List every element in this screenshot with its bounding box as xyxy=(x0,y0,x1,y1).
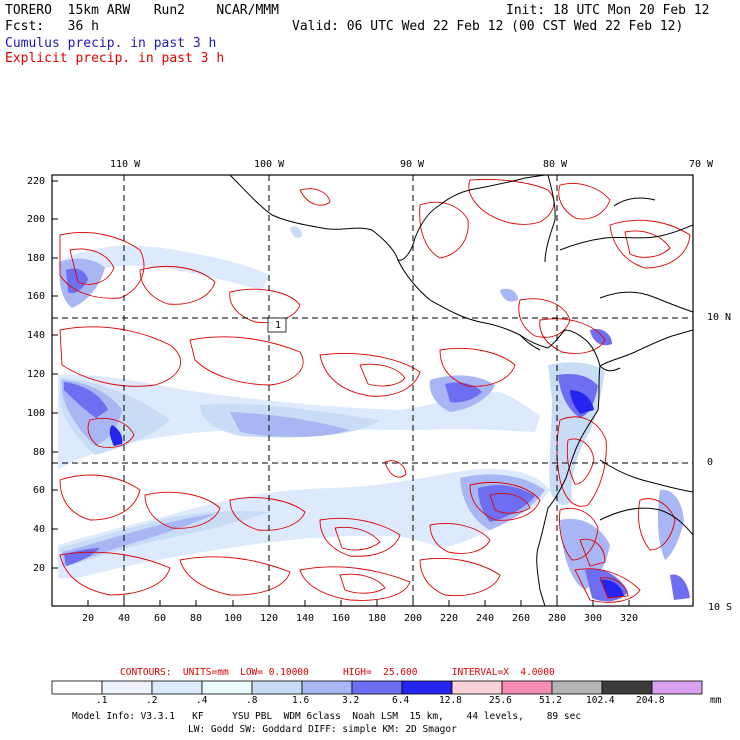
colorbar-box-12 xyxy=(601,680,653,695)
y-tick-80: 80 xyxy=(33,447,46,458)
colorbar-label-0.2: .2 xyxy=(146,695,158,706)
explicit-precip-contours xyxy=(59,179,691,603)
lat-label-0: 0 xyxy=(707,457,714,468)
colorbar-label-1.6: 1.6 xyxy=(292,695,310,706)
x-tick-260: 260 xyxy=(512,613,531,624)
x-tick-220: 220 xyxy=(440,613,459,624)
colorbar-label-6.4: 6.4 xyxy=(392,695,410,706)
y-tick-40: 40 xyxy=(33,524,46,535)
legend-cumulus: Cumulus precip. in past 3 h xyxy=(5,36,217,51)
lon-label-110w: 110 W xyxy=(110,159,141,170)
coastlines xyxy=(229,175,693,606)
colorbar-label-25.6: 25.6 xyxy=(489,695,512,706)
x-tick-320: 320 xyxy=(620,613,639,624)
colorbar-label-51.2: 51.2 xyxy=(539,695,562,706)
colorbar-box-5 xyxy=(251,680,303,695)
colorbar-box-7 xyxy=(351,680,403,695)
contour-label: 1 xyxy=(275,320,282,331)
lon-label-100w: 100 W xyxy=(254,159,285,170)
colorbar-box-1 xyxy=(51,680,103,695)
x-tick-80: 80 xyxy=(190,613,203,624)
map-frame xyxy=(51,174,694,607)
colorbar-box-13 xyxy=(651,680,703,695)
x-tick-140: 140 xyxy=(296,613,315,624)
x-tick-40: 40 xyxy=(118,613,131,624)
colorbar-label-12.8: 12.8 xyxy=(439,695,462,706)
colorbar-box-11 xyxy=(551,680,603,695)
colorbar-box-3 xyxy=(151,680,203,695)
forecast-hour: Fcst: 36 h xyxy=(5,19,99,34)
x-tick-20: 20 xyxy=(82,613,95,624)
y-tick-20: 20 xyxy=(33,563,46,574)
contour-info: CONTOURS: UNITS=mm LOW= 0.10000 HIGH= 25… xyxy=(120,667,555,678)
colorbar-box-9 xyxy=(451,680,503,695)
colorbar-label-0.4: .4 xyxy=(196,695,208,706)
colorbar-box-6 xyxy=(301,680,353,695)
colorbar-unit: mm xyxy=(710,695,722,706)
colorbar-box-2 xyxy=(101,680,153,695)
colorbar-label-3.2: 3.2 xyxy=(342,695,360,706)
x-tick-240: 240 xyxy=(476,613,495,624)
y-tick-120: 120 xyxy=(27,369,46,380)
legend-explicit: Explicit precip. in past 3 h xyxy=(5,51,225,66)
x-tick-300: 300 xyxy=(584,613,603,624)
y-tick-180: 180 xyxy=(27,253,46,264)
lat-lon-grid xyxy=(52,175,693,606)
contour-label-box xyxy=(267,317,287,333)
valid-time: Valid: 06 UTC Wed 22 Feb 12 (00 CST Wed … xyxy=(292,19,684,34)
y-tick-100: 100 xyxy=(27,408,46,419)
x-tick-180: 180 xyxy=(368,613,387,624)
lon-label-70w: 70 W xyxy=(689,159,714,170)
lat-label-10s: 10 S xyxy=(708,602,733,613)
tick-marks xyxy=(52,180,630,606)
x-tick-120: 120 xyxy=(260,613,279,624)
model-info: Model Info: V3.3.1 KF YSU PBL WDM 6class… xyxy=(72,711,582,722)
colorbar-box-10 xyxy=(501,680,553,695)
y-tick-200: 200 xyxy=(27,214,46,225)
lat-label-10n: 10 N xyxy=(707,312,732,323)
y-tick-140: 140 xyxy=(27,330,46,341)
model-title: TORERO 15km ARW Run2 NCAR/MMM xyxy=(5,3,279,18)
lon-label-90w: 90 W xyxy=(400,159,425,170)
x-tick-200: 200 xyxy=(404,613,423,624)
colorbar-label-102.4: 102.4 xyxy=(586,695,615,706)
x-tick-60: 60 xyxy=(154,613,167,624)
y-tick-160: 160 xyxy=(27,291,46,302)
physics-info: LW: Godd SW: Goddard DIFF: simple KM: 2D… xyxy=(188,724,457,735)
cumulus-precip-shading xyxy=(58,226,690,602)
x-tick-280: 280 xyxy=(548,613,567,624)
y-tick-220: 220 xyxy=(27,176,46,187)
colorbar-box-8 xyxy=(401,680,453,695)
init-time: Init: 18 UTC Mon 20 Feb 12 xyxy=(506,3,710,18)
lon-label-80w: 80 W xyxy=(543,159,568,170)
colorbar-box-4 xyxy=(201,680,253,695)
y-tick-60: 60 xyxy=(33,485,46,496)
x-tick-100: 100 xyxy=(224,613,243,624)
colorbar-label-204.8: 204.8 xyxy=(636,695,665,706)
colorbar-label-0.8: .8 xyxy=(246,695,258,706)
colorbar xyxy=(51,680,703,695)
colorbar-label-0.1: .1 xyxy=(96,695,108,706)
x-tick-160: 160 xyxy=(332,613,351,624)
